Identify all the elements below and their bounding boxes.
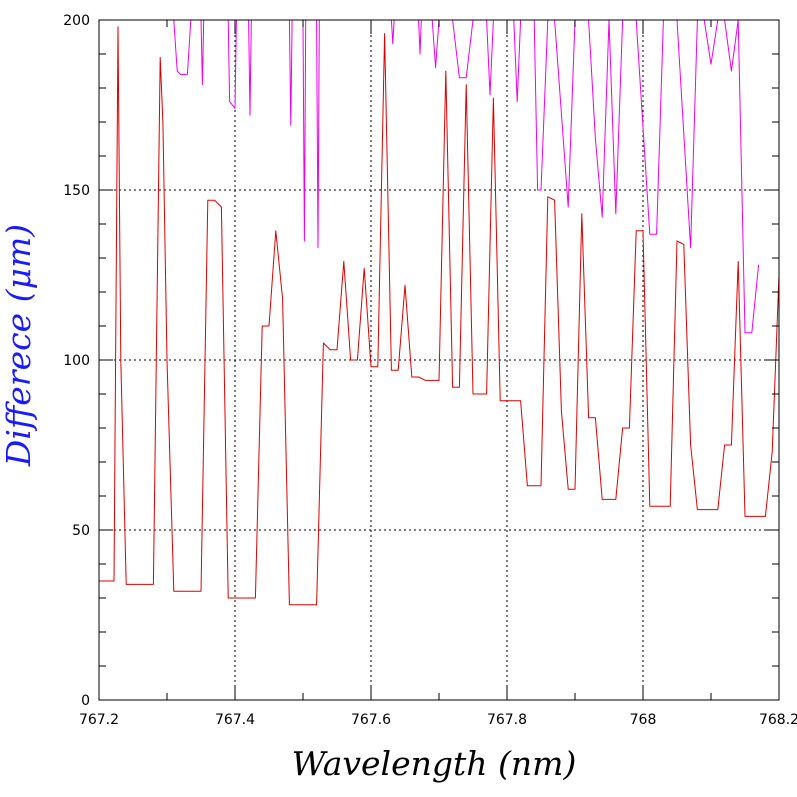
x-tick-label: 767.4: [215, 712, 255, 728]
axis-ticks: [98, 19, 780, 701]
series-group: [99, 20, 779, 606]
x-tick-label: 767.8: [487, 712, 527, 728]
y-tick-label: 150: [63, 183, 90, 199]
y-tick-label: 100: [63, 353, 90, 369]
x-tick-label: 767.2: [79, 712, 119, 728]
x-tick-label: 768.2: [759, 712, 797, 728]
y-tick-label: 50: [72, 523, 90, 539]
x-axis-title: Wavelength (nm): [292, 744, 577, 783]
series-line-1: [99, 26, 779, 606]
y-axis-title: Differece (μm): [0, 224, 38, 467]
x-tick-labels: 767.2 767.4 767.6 767.8 768 768.2: [79, 712, 797, 728]
series-line-2: [173, 20, 760, 334]
y-tick-label: 200: [63, 13, 90, 29]
y-tick-label: 0: [81, 693, 90, 709]
x-tick-label: 767.6: [351, 712, 391, 728]
x-tick-label: 768: [630, 712, 657, 728]
y-tick-labels: 0 50 100 150 200: [63, 13, 90, 709]
